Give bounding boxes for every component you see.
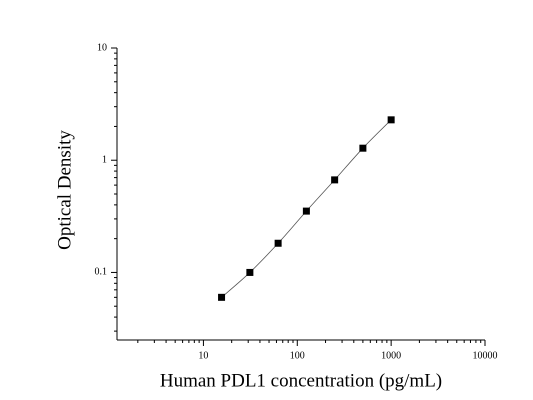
- x-tick-label: 1000: [381, 350, 401, 361]
- x-axis-label: Human PDL1 concentration (pg/mL): [160, 370, 442, 391]
- data-point: [331, 176, 339, 184]
- data-point: [359, 144, 367, 152]
- y-tick-label: 0.1: [95, 267, 108, 278]
- y-tick-label: 10: [97, 42, 107, 53]
- y-tick-label: 1: [102, 155, 107, 166]
- data-point: [274, 239, 282, 247]
- x-tick-label: 10: [198, 350, 208, 361]
- data-point: [302, 207, 310, 215]
- y-axis-label: Optical Density: [54, 130, 75, 250]
- x-tick-label: 100: [290, 350, 305, 361]
- data-point: [246, 268, 254, 276]
- data-point: [218, 293, 226, 301]
- data-point: [387, 116, 395, 124]
- x-tick-label: 10000: [473, 350, 498, 361]
